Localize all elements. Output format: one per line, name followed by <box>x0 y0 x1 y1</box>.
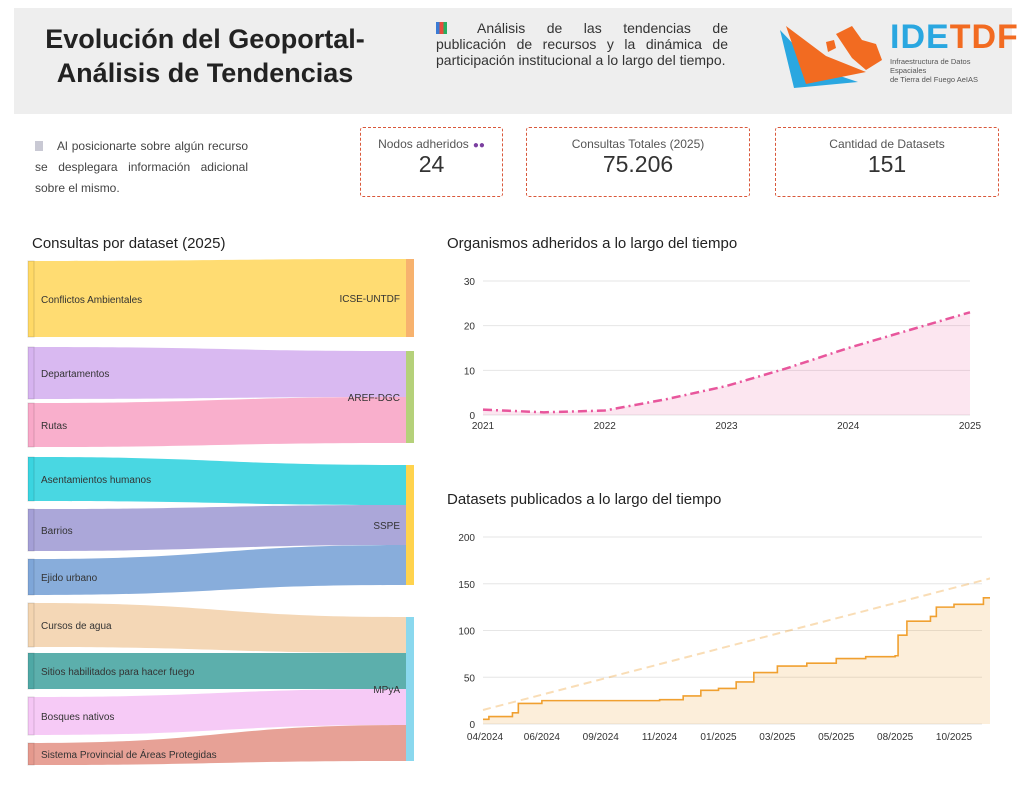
sankey-target-label: SSPE <box>373 521 400 532</box>
sankey-link <box>34 653 406 689</box>
kpi-datasets-label: Cantidad de Datasets <box>829 137 945 151</box>
x-tick-label: 10/2025 <box>936 732 973 743</box>
sankey-link <box>34 603 406 653</box>
sankey-source-label: Asentamientos humanos <box>41 475 151 486</box>
sankey-link <box>34 689 406 735</box>
sankey-source-label: Barrios <box>41 526 73 537</box>
logo: IDETDF Infraestructura de Datos Espacial… <box>890 18 1019 84</box>
x-tick-label: 06/2024 <box>524 732 561 743</box>
page-title-line1: Evolución del Geoportal- <box>45 24 365 54</box>
info-icon <box>35 141 43 151</box>
x-tick-label: 2025 <box>959 421 982 432</box>
sankey-source-node <box>27 652 35 690</box>
hover-hint: Al posicionarte sobre algún recurso se d… <box>35 136 248 199</box>
bar-chart-icon <box>436 22 447 34</box>
series-line <box>482 311 971 414</box>
description-text: Análisis de las tendencias de publicació… <box>436 20 728 68</box>
x-tick-label: 2024 <box>837 421 860 432</box>
logo-brand-ide: IDE <box>890 18 950 56</box>
sankey-source-node <box>27 558 35 596</box>
page-title-line2: Análisis de Tendencias <box>56 58 354 88</box>
kpi-consultas: Consultas Totales (2025) 75.206 <box>526 127 750 197</box>
x-tick-label: 03/2025 <box>759 732 796 743</box>
kpi-nodos: Nodos adheridos ●● 24 <box>360 127 503 197</box>
y-tick-label: 20 <box>464 322 476 333</box>
y-tick-label: 0 <box>469 720 475 731</box>
sankey-link <box>34 397 406 447</box>
datasets-chart: 0 50 100 150 200 04/2024 06/2024 09/2024 11/2024… <box>458 533 990 743</box>
sankey-source-node <box>27 742 35 766</box>
sankey-target-node <box>406 351 414 443</box>
datasets-chart-title: Datasets publicados a lo largo del tiemp… <box>447 491 722 508</box>
y-tick-label: 150 <box>458 580 475 591</box>
sankey-source-node <box>27 456 35 502</box>
sankey-link <box>34 545 406 595</box>
organismos-chart: 0 10 20 30 2021 2022 2023 2024 2025 <box>464 277 982 432</box>
hint-text: Al posicionarte sobre algún recurso se d… <box>35 139 248 195</box>
y-tick-label: 200 <box>458 533 475 544</box>
x-tick-label: 2022 <box>594 421 617 432</box>
y-tick-label: 0 <box>469 411 475 422</box>
sankey-source-node <box>27 696 35 736</box>
sankey-target-node <box>406 465 414 585</box>
kpi-datasets: Cantidad de Datasets 151 <box>775 127 999 197</box>
sankey-source-label: Sistema Provincial de Áreas Protegidas <box>41 748 217 761</box>
page-title: Evolución del Geoportal- Análisis de Ten… <box>40 22 370 90</box>
logo-brand-tdf: TDF <box>949 18 1019 56</box>
sankey-source-label: Sitios habilitados para hacer fuego <box>41 667 195 678</box>
header <box>14 8 1012 114</box>
page-description: Análisis de las tendencias de publicació… <box>436 20 728 68</box>
x-tick-label: 2021 <box>472 421 495 432</box>
series-line <box>483 596 990 721</box>
area-fill <box>483 597 990 724</box>
sankey-source-node <box>27 508 35 552</box>
trend-line <box>482 577 990 711</box>
x-tick-label: 11/2024 <box>642 732 678 743</box>
y-tick-label: 30 <box>464 277 476 288</box>
y-tick-label: 10 <box>464 366 476 377</box>
sankey-target-label: AREF-DGC <box>348 393 400 404</box>
x-tick-label: 01/2025 <box>700 732 737 743</box>
sankey-link <box>34 725 406 765</box>
kpi-datasets-value: 151 <box>867 151 907 177</box>
sankey-source-node <box>27 260 35 338</box>
area-fill <box>483 312 970 415</box>
sankey-target-node <box>406 259 414 337</box>
organismos-chart-title: Organismos adheridos a lo largo del tiem… <box>447 235 738 252</box>
sankey-title: Consultas por dataset (2025) <box>32 235 226 252</box>
kpi-consultas-label: Consultas Totales (2025) <box>571 137 705 151</box>
sankey-link <box>34 259 406 337</box>
sankey-source-label: Departamentos <box>41 369 109 380</box>
people-icon: ●● <box>472 140 485 151</box>
sankey-source-node <box>27 602 35 648</box>
logo-subtitle-1: Infraestructura de Datos Espaciales <box>890 57 971 75</box>
x-tick-label: 08/2025 <box>877 732 914 743</box>
logo-graphic <box>780 26 882 88</box>
sankey-link <box>34 457 406 505</box>
x-tick-label: 05/2025 <box>818 732 855 743</box>
sankey-source-label: Conflictos Ambientales <box>41 295 142 306</box>
sankey-target-node <box>406 617 414 761</box>
sankey-source-label: Rutas <box>41 421 67 432</box>
kpi-nodos-value: 24 <box>418 151 445 177</box>
sankey-source-label: Cursos de agua <box>41 621 112 632</box>
y-tick-label: 50 <box>464 673 476 684</box>
sankey-source-label: Ejido urbano <box>41 573 98 584</box>
x-tick-label: 04/2024 <box>467 732 504 743</box>
kpi-consultas-value: 75.206 <box>602 151 674 177</box>
sankey-source-node <box>27 346 35 400</box>
x-tick-label: 09/2024 <box>583 732 620 743</box>
kpi-nodos-label: Nodos adheridos <box>378 137 469 151</box>
x-tick-label: 2023 <box>715 421 738 432</box>
sankey-link <box>34 505 406 551</box>
sankey-source-node <box>27 402 35 448</box>
logo-subtitle-2: de Tierra del Fuego AeIAS <box>890 75 978 84</box>
sankey-target-label: ICSE-UNTDF <box>339 294 400 305</box>
sankey-target-label: MPyA <box>373 685 400 696</box>
sankey-link <box>34 347 406 399</box>
sankey-chart: Conflictos Ambientales Departamentos Rutas… <box>27 259 414 766</box>
sankey-source-label: Bosques nativos <box>41 712 114 723</box>
y-tick-label: 100 <box>458 627 475 638</box>
